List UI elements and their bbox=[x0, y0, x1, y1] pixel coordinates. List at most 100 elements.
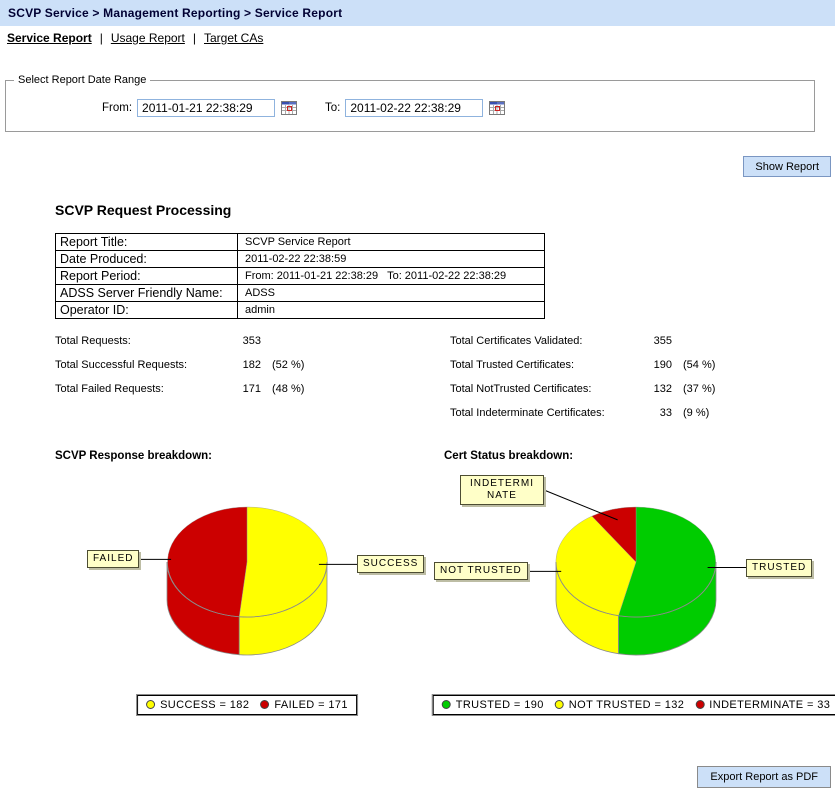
chart-title: Cert Status breakdown: bbox=[444, 450, 574, 462]
legend-item-success: SUCCESS = 182 bbox=[146, 699, 249, 711]
pie-label-trusted: TRUSTED bbox=[746, 558, 813, 577]
legend-color-dot bbox=[554, 700, 564, 709]
pie-label-success: SUCCESS bbox=[357, 555, 425, 574]
calendar-icon bbox=[281, 101, 298, 115]
info-row-value: admin bbox=[237, 301, 545, 319]
legend-label: SUCCESS = 182 bbox=[160, 699, 250, 711]
stat-value: 182 bbox=[242, 359, 261, 371]
report-heading: SCVP Request Processing bbox=[55, 202, 232, 218]
legend-item-trusted: TRUSTED = 190 bbox=[441, 699, 544, 711]
pie-callout-line bbox=[543, 489, 618, 521]
report-info-table: Report Title: SCVP Service Report Date Pro… bbox=[55, 233, 545, 319]
info-row-label: Report Period: bbox=[55, 267, 238, 285]
stat-row-total-requests: Total Requests: 353 bbox=[55, 335, 450, 347]
stat-label: Total Certificates Validated: bbox=[450, 335, 583, 347]
stat-row-total-nottrusted-certificates: Total NotTrusted Certificates: 132 (37 %) bbox=[450, 383, 835, 395]
stat-label: Total Successful Requests: bbox=[55, 359, 188, 371]
legend-color-dot bbox=[146, 700, 156, 709]
show-report-button[interactable]: Show Report bbox=[743, 156, 831, 177]
stat-row-total-trusted-certificates: Total Trusted Certificates: 190 (54 %) bbox=[450, 359, 835, 371]
stat-percent: (9 %) bbox=[683, 407, 710, 419]
from-date-input[interactable] bbox=[137, 99, 276, 117]
info-row-value: From: 2011-01-21 22:38:29 To: 2011-02-22… bbox=[237, 267, 545, 285]
from-label: From: bbox=[102, 102, 133, 114]
stat-row-total-successful-requests: Total Successful Requests: 182 (52 %) bbox=[55, 359, 450, 371]
chart-cert-status: Cert Status breakdown: TRUSTED NOT TRUSTED… bbox=[431, 450, 835, 735]
stat-label: Total Requests: bbox=[55, 335, 131, 347]
legend-color-dot bbox=[260, 700, 270, 709]
tab-service-report[interactable]: Service Report bbox=[7, 31, 92, 45]
pie-svg bbox=[528, 489, 746, 656]
info-row-value: 2011-02-22 22:38:59 bbox=[237, 250, 545, 268]
pie-label-not-trusted: NOT TRUSTED bbox=[434, 562, 528, 581]
info-row-label: Report Title: bbox=[55, 233, 238, 251]
stat-row-total-certificates-validated: Total Certificates Validated: 355 bbox=[450, 335, 835, 347]
stats-certificates: Total Certificates Validated: 355 Total Tr… bbox=[450, 335, 835, 431]
chart-scvp-response: SCVP Response breakdown: SUCCESS FAILED SUC… bbox=[55, 450, 425, 735]
info-table-row: Operator ID: admin bbox=[55, 301, 545, 319]
legend-item-failed: FAILED = 171 bbox=[260, 699, 348, 711]
pie-label-failed: FAILED bbox=[87, 550, 140, 569]
charts-row: SCVP Response breakdown: SUCCESS FAILED SUC… bbox=[55, 450, 835, 735]
breadcrumb: SCVP Service > Management Reporting > Se… bbox=[0, 0, 835, 26]
date-range-row: From: To: bbox=[102, 99, 814, 117]
stats-requests: Total Requests: 353 Total Successful Reque… bbox=[55, 335, 450, 431]
legend-item-indeterminate: INDETERMINATE = 33 bbox=[695, 699, 830, 711]
stat-row-total-failed-requests: Total Failed Requests: 171 (48 %) bbox=[55, 383, 450, 395]
info-table-row: Report Title: SCVP Service Report bbox=[55, 233, 545, 251]
stat-percent: (37 %) bbox=[683, 383, 716, 395]
pie-0: SUCCESS FAILED bbox=[55, 467, 437, 672]
from-calendar-button[interactable] bbox=[281, 100, 298, 116]
pie-slice-indeterminate bbox=[591, 506, 637, 563]
stat-value: 132 bbox=[653, 383, 672, 395]
tab-separator: | bbox=[192, 31, 196, 45]
info-row-value: SCVP Service Report bbox=[237, 233, 545, 251]
breadcrumb-text: SCVP Service > Management Reporting > Se… bbox=[8, 6, 343, 20]
stat-percent: (48 %) bbox=[272, 383, 305, 395]
report-section: SCVP Request Processing Report Title: SCV… bbox=[55, 196, 835, 716]
stat-value: 190 bbox=[653, 359, 672, 371]
stat-label: Total Indeterminate Certificates: bbox=[450, 407, 605, 419]
date-range-legend: Select Report Date Range bbox=[18, 74, 147, 86]
info-row-label: Date Produced: bbox=[55, 250, 238, 268]
pie-rim-line bbox=[166, 561, 328, 618]
legend-label: TRUSTED = 190 bbox=[455, 699, 544, 711]
pie-rim-line bbox=[555, 561, 717, 618]
stat-value: 355 bbox=[653, 335, 672, 347]
pie-1: TRUSTED NOT TRUSTED INDETERMINATE bbox=[434, 467, 826, 672]
chart-legend: TRUSTED = 190 NOT TRUSTED = 132 INDETERMIN… bbox=[431, 694, 835, 716]
to-label: To: bbox=[325, 102, 341, 114]
calendar-icon bbox=[489, 101, 506, 115]
chart-legend: SUCCESS = 182 FAILED = 171 bbox=[136, 694, 358, 716]
to-date-input[interactable] bbox=[345, 99, 484, 117]
info-table-row: ADSS Server Friendly Name: ADSS bbox=[55, 284, 545, 302]
legend-color-dot bbox=[695, 700, 705, 709]
chart-title: SCVP Response breakdown: bbox=[55, 450, 212, 462]
legend-label: FAILED = 171 bbox=[274, 699, 348, 711]
tab-usage-report[interactable]: Usage Report bbox=[110, 31, 185, 45]
export-pdf-button[interactable]: Export Report as PDF bbox=[697, 766, 831, 788]
legend-label: INDETERMINATE = 33 bbox=[709, 699, 831, 711]
to-calendar-button[interactable] bbox=[489, 100, 506, 116]
stat-percent: (54 %) bbox=[683, 359, 716, 371]
tab-target-cas[interactable]: Target CAs bbox=[204, 31, 264, 45]
info-table-row: Report Period: From: 2011-01-21 22:38:29 … bbox=[55, 267, 545, 285]
report-stats: Total Requests: 353 Total Successful Reque… bbox=[55, 335, 835, 431]
date-range-fieldset: Select Report Date Range From: To: bbox=[5, 74, 815, 132]
stat-value: 171 bbox=[242, 383, 261, 395]
info-row-value: ADSS bbox=[237, 284, 545, 302]
stat-label: Total Failed Requests: bbox=[55, 383, 164, 395]
pie-label-indeterminate: INDETERMINATE bbox=[460, 475, 544, 505]
stat-percent: (52 %) bbox=[272, 359, 305, 371]
legend-color-dot bbox=[441, 700, 451, 709]
stat-value: 353 bbox=[242, 335, 261, 347]
stat-label: Total Trusted Certificates: bbox=[450, 359, 575, 371]
info-table-row: Date Produced: 2011-02-22 22:38:59 bbox=[55, 250, 545, 268]
pie-svg bbox=[139, 506, 357, 656]
legend-item-not-trusted: NOT TRUSTED = 132 bbox=[554, 699, 685, 711]
legend-label: NOT TRUSTED = 132 bbox=[568, 699, 685, 711]
info-row-label: Operator ID: bbox=[55, 301, 238, 319]
stat-label: Total NotTrusted Certificates: bbox=[450, 383, 592, 395]
info-row-label: ADSS Server Friendly Name: bbox=[55, 284, 238, 302]
